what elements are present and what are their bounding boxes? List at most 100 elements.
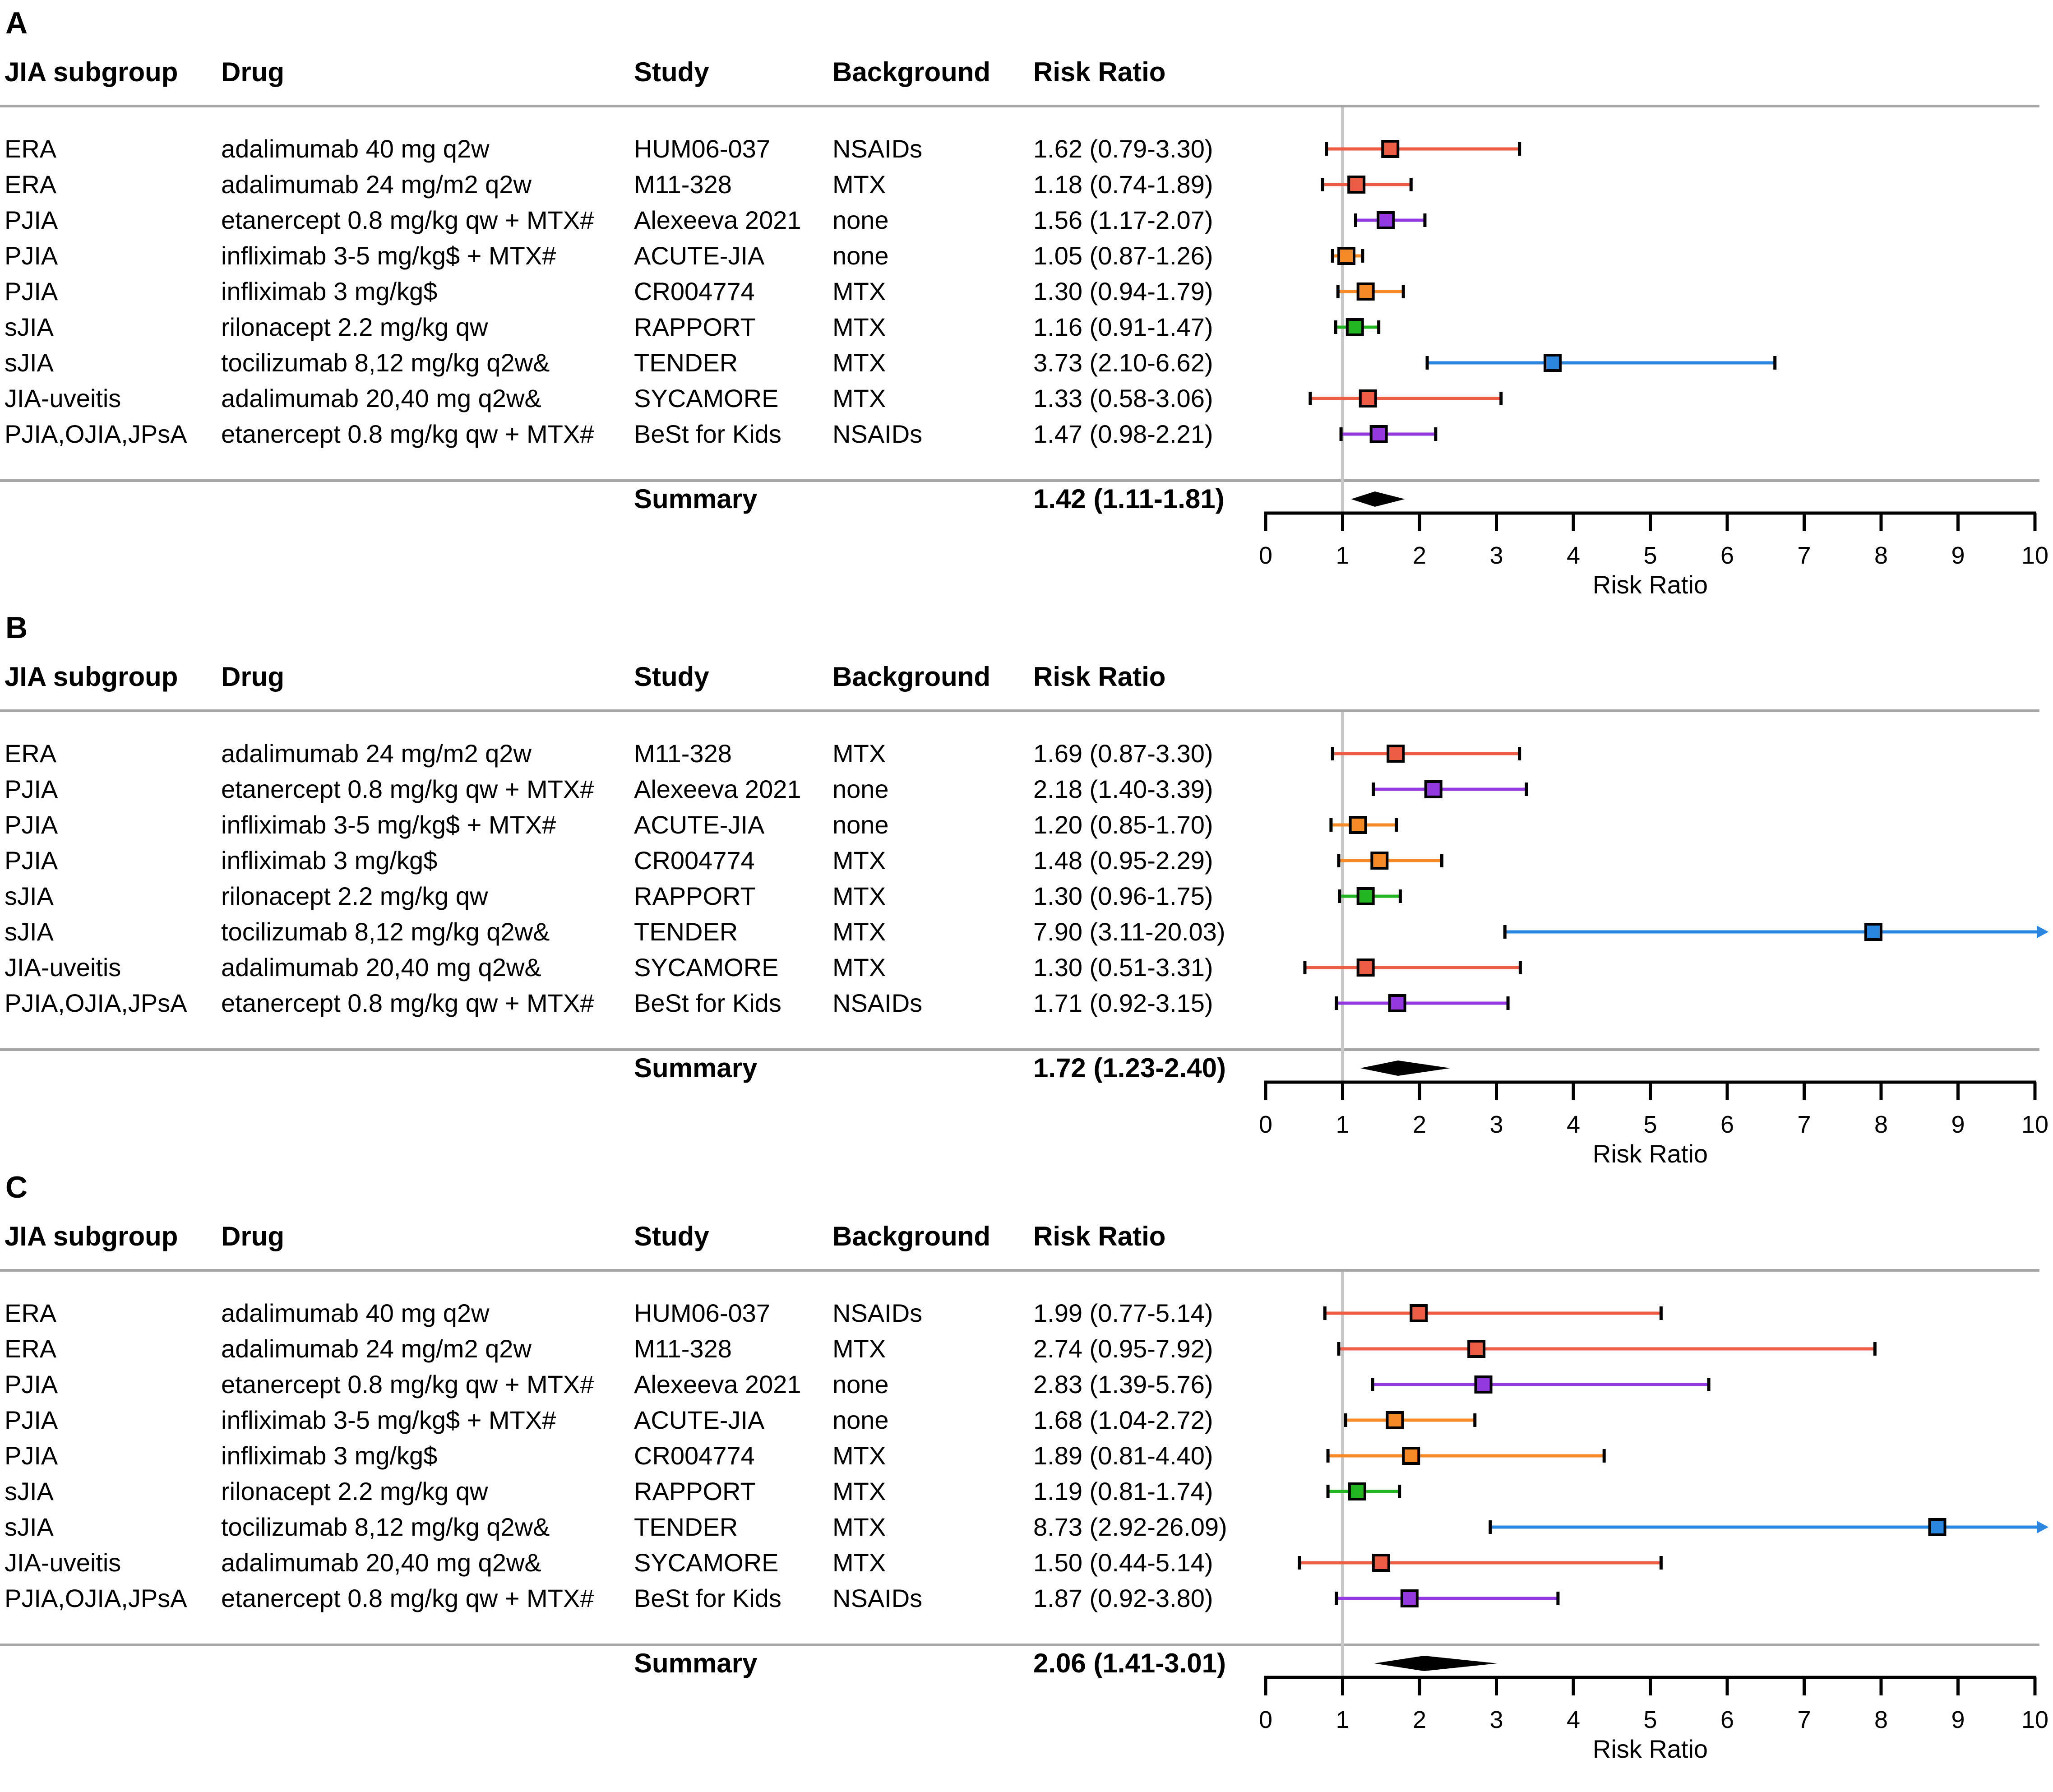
x-tick-label: 5: [1643, 542, 1657, 569]
x-tick-label: 2: [1413, 542, 1426, 569]
point-estimate-square: [1474, 1375, 1493, 1394]
row-rr-cell: 7.90 (3.11-20.03): [1033, 917, 1225, 946]
panel-label: B: [5, 611, 28, 645]
summary-label: Summary: [634, 1053, 758, 1083]
point-estimate-square: [1376, 211, 1395, 229]
row-rr-cell: 1.33 (0.58-3.06): [1033, 384, 1213, 412]
forest-row-mark: [1337, 1340, 1877, 1358]
row-drug-cell: infliximab 3-5 mg/kg$ + MTX#: [221, 1406, 556, 1434]
row-rr-cell: 2.18 (1.40-3.39): [1033, 775, 1213, 803]
point-estimate-square: [1356, 959, 1375, 977]
row-subgroup-cell: JIA-uveitis: [5, 384, 121, 412]
point-estimate-square: [1386, 1411, 1404, 1429]
row-rr-cell: 1.71 (0.92-3.15): [1033, 989, 1213, 1017]
forest-row-mark: [1371, 1375, 1711, 1394]
ci-overflow-arrow: [2037, 926, 2048, 938]
header-rule: [0, 1269, 2039, 1272]
row-study-cell: CR004774: [634, 277, 755, 306]
point-estimate-square: [1348, 1482, 1366, 1500]
x-tick-label: 1: [1336, 1706, 1349, 1733]
row-background-cell: NSAIDs: [832, 134, 923, 163]
row-rr-cell: 1.30 (0.96-1.75): [1033, 882, 1213, 910]
x-tick-label: 0: [1259, 1111, 1272, 1138]
row-study-cell: BeSt for Kids: [634, 1584, 781, 1612]
point-estimate-square: [1410, 1304, 1428, 1322]
row-drug-cell: adalimumab 40 mg q2w: [221, 1299, 490, 1327]
row-drug-cell: infliximab 3 mg/kg$: [221, 1441, 438, 1470]
row-study-cell: HUM06-037: [634, 1299, 770, 1327]
row-study-cell: M11-328: [634, 1334, 732, 1363]
x-tick-label: 6: [1720, 542, 1734, 569]
row-study-cell: CR004774: [634, 846, 755, 875]
row-background-cell: MTX: [832, 739, 886, 768]
row-subgroup-cell: sJIA: [5, 917, 54, 946]
row-rr-cell: 1.50 (0.44-5.14): [1033, 1548, 1213, 1577]
row-drug-cell: infliximab 3 mg/kg$: [221, 277, 438, 306]
row-background-cell: none: [832, 810, 889, 839]
row-subgroup-cell: ERA: [5, 170, 57, 199]
row-subgroup-cell: ERA: [5, 1299, 57, 1327]
row-drug-cell: rilonacept 2.2 mg/kg qw: [221, 882, 488, 910]
forest-row-mark: [1337, 852, 1443, 870]
point-estimate-square: [1370, 852, 1389, 870]
row-background-cell: none: [832, 1370, 889, 1398]
point-estimate-square: [1400, 1589, 1419, 1607]
x-tick-label: 1: [1336, 542, 1349, 569]
row-subgroup-cell: ERA: [5, 1334, 57, 1363]
row-drug-cell: tocilizumab 8,12 mg/kg q2w&: [221, 1513, 550, 1541]
row-rr-cell: 1.20 (0.85-1.70): [1033, 810, 1213, 839]
row-subgroup-cell: PJIA: [5, 1441, 58, 1470]
row-rr-cell: 1.16 (0.91-1.47): [1033, 313, 1213, 341]
row-background-cell: MTX: [832, 1441, 886, 1470]
row-study-cell: RAPPORT: [634, 313, 756, 341]
forest-row-mark: [1425, 354, 1777, 372]
column-header-drug: Drug: [221, 1221, 284, 1251]
x-tick-label: 5: [1643, 1111, 1657, 1138]
summary-label: Summary: [634, 484, 758, 514]
row-background-cell: none: [832, 206, 889, 234]
row-rr-cell: 1.30 (0.94-1.79): [1033, 277, 1213, 306]
column-header-study: Study: [634, 662, 709, 692]
column-header-drug: Drug: [221, 57, 284, 87]
row-rr-cell: 1.99 (0.77-5.14): [1033, 1299, 1213, 1327]
row-study-cell: Alexeeva 2021: [634, 206, 801, 234]
column-header-background: Background: [832, 662, 991, 692]
row-study-cell: M11-328: [634, 170, 732, 199]
row-study-cell: BeSt for Kids: [634, 989, 781, 1017]
row-rr-cell: 1.30 (0.51-3.31): [1033, 953, 1213, 982]
row-subgroup-cell: ERA: [5, 739, 57, 768]
x-tick-label: 4: [1567, 542, 1580, 569]
row-background-cell: MTX: [832, 882, 886, 910]
row-subgroup-cell: PJIA,OJIA,JPsA: [5, 989, 187, 1017]
row-study-cell: Alexeeva 2021: [634, 1370, 801, 1398]
x-tick-label: 9: [1951, 542, 1965, 569]
row-background-cell: MTX: [832, 1548, 886, 1577]
row-study-cell: ACUTE-JIA: [634, 810, 765, 839]
row-drug-cell: adalimumab 24 mg/m2 q2w: [221, 739, 532, 768]
row-rr-cell: 1.87 (0.92-3.80): [1033, 1584, 1213, 1612]
row-rr-cell: 1.48 (0.95-2.29): [1033, 846, 1213, 875]
summary-label: Summary: [634, 1648, 758, 1678]
x-tick-label: 10: [2021, 1111, 2048, 1138]
column-header-rr: Risk Ratio: [1033, 1221, 1166, 1251]
forest-plot-area: 0 1 2 3 4 5 6 7 8 9 10 Risk Ratio: [1259, 107, 2048, 599]
row-study-cell: RAPPORT: [634, 882, 756, 910]
row-background-cell: NSAIDs: [832, 1584, 923, 1612]
panel-c: C JIA subgroup Drug Study Background Risk Rat…: [0, 1164, 2053, 1769]
row-background-cell: MTX: [832, 953, 886, 982]
summary-rule: [0, 1048, 2039, 1051]
x-tick-label: 0: [1259, 1706, 1272, 1733]
header-rule: [0, 105, 2039, 107]
summary-diamond: [1360, 1060, 1451, 1076]
point-estimate-square: [1356, 887, 1375, 905]
forest-row-mark: [1339, 425, 1438, 443]
point-estimate-square: [1356, 282, 1375, 301]
row-study-cell: TENDER: [634, 1513, 738, 1541]
forest-row-mark: [1335, 994, 1510, 1012]
forest-plot-area: 0 1 2 3 4 5 6 7 8 9 10 Risk Ratio: [1259, 1272, 2048, 1763]
x-tick-label: 8: [1874, 1706, 1888, 1733]
panel-label: C: [5, 1170, 28, 1204]
row-background-cell: none: [832, 1406, 889, 1434]
x-tick-label: 2: [1413, 1706, 1426, 1733]
row-study-cell: TENDER: [634, 917, 738, 946]
